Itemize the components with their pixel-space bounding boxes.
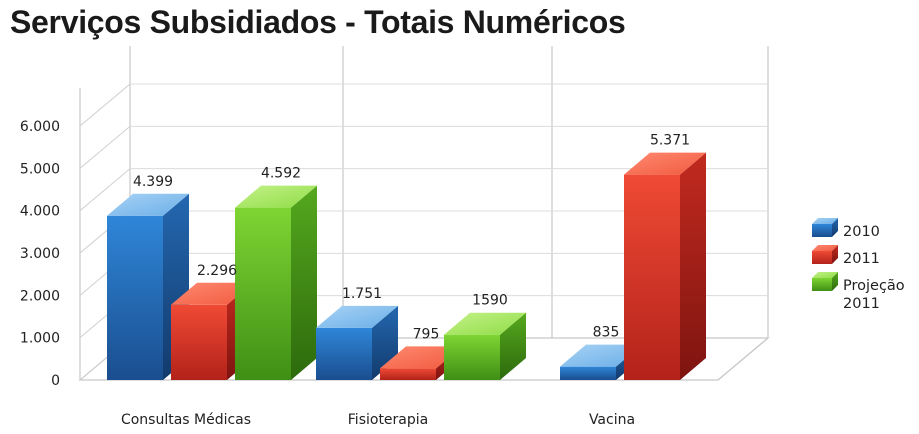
data-label: 5.371 <box>650 133 690 149</box>
bar <box>624 152 706 380</box>
legend-swatch <box>812 224 832 237</box>
category-label: Consultas Médicas <box>121 412 251 428</box>
y-tick-label: 5.000 <box>20 161 60 177</box>
y-axis: 0 1.000 2.000 3.000 4.000 5.000 6.000 <box>20 119 60 389</box>
legend-swatch-top <box>812 272 838 278</box>
bar-side <box>291 185 317 380</box>
y-tick-label: 3.000 <box>20 246 60 262</box>
category-label: Vacina <box>589 412 635 428</box>
bar <box>235 185 317 380</box>
data-label: 2.296 <box>197 263 237 279</box>
bar-front <box>235 207 291 380</box>
legend-item: 2011 <box>812 245 880 267</box>
bar-front <box>316 327 372 380</box>
chart-title: Serviços Subsidiados - Totais Numéricos <box>10 4 626 40</box>
bar-side <box>500 312 526 380</box>
y-tick-label: 4.000 <box>20 204 60 220</box>
bar-side <box>680 152 706 380</box>
legend-label: Projeção <box>843 278 905 294</box>
x-axis: Consultas Médicas Fisioterapia Vacina <box>121 412 635 428</box>
legend-swatch-top <box>812 218 838 224</box>
category-label: Fisioterapia <box>348 412 428 428</box>
gridline-diagonal <box>79 83 131 127</box>
bar-top <box>560 344 642 367</box>
data-label: 835 <box>593 325 620 341</box>
legend-swatch-side <box>832 245 838 264</box>
legend-label: 2010 <box>843 224 880 240</box>
legend-swatch-side <box>832 218 838 237</box>
data-label: 4.399 <box>133 174 173 190</box>
legend-swatch <box>812 251 832 264</box>
legend-swatch-top <box>812 245 838 251</box>
y-tick-label: 6.000 <box>20 119 60 135</box>
legend: 2010 2011 Projeção 2011 <box>812 218 905 312</box>
data-labels: 4.399 2.296 4.592 1.751 795 1590 835 5.371 <box>133 133 690 343</box>
legend-item: 2010 <box>812 218 880 240</box>
bar <box>107 193 189 380</box>
bar-front <box>624 174 680 380</box>
data-label: 1.751 <box>342 286 382 302</box>
bar-front <box>560 366 616 380</box>
legend-swatch-side <box>832 272 838 291</box>
legend-label: 2011 <box>843 296 880 312</box>
bar-top <box>235 185 317 208</box>
data-label: 4.592 <box>261 166 301 182</box>
bar-top <box>444 312 526 335</box>
legend-label: 2011 <box>843 251 880 267</box>
bar-top <box>107 193 189 216</box>
bar-front <box>380 368 436 380</box>
gridline-diagonal <box>79 125 131 169</box>
bars <box>107 152 706 380</box>
gridline-diagonal <box>717 337 769 381</box>
bar-top <box>171 282 253 305</box>
legend-item: Projeção 2011 <box>812 272 905 312</box>
gridline-diagonal <box>79 168 131 212</box>
y-tick-label: 2.000 <box>20 288 60 304</box>
y-tick-label: 0 <box>51 373 60 389</box>
bar-top <box>316 305 398 328</box>
bar-front <box>107 215 163 380</box>
bar-top <box>380 346 462 369</box>
bar-front <box>444 334 500 380</box>
y-tick-label: 1.000 <box>20 331 60 347</box>
bar-top <box>624 152 706 175</box>
data-label: 1590 <box>472 293 508 309</box>
bar <box>444 312 526 380</box>
data-label: 795 <box>413 326 440 342</box>
bar-front <box>171 304 227 380</box>
legend-swatch <box>812 278 832 291</box>
